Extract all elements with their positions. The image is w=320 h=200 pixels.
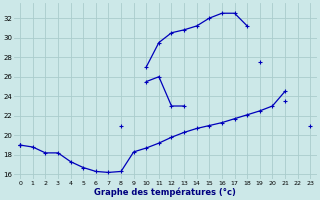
X-axis label: Graphe des températures (°c): Graphe des températures (°c) (94, 187, 236, 197)
